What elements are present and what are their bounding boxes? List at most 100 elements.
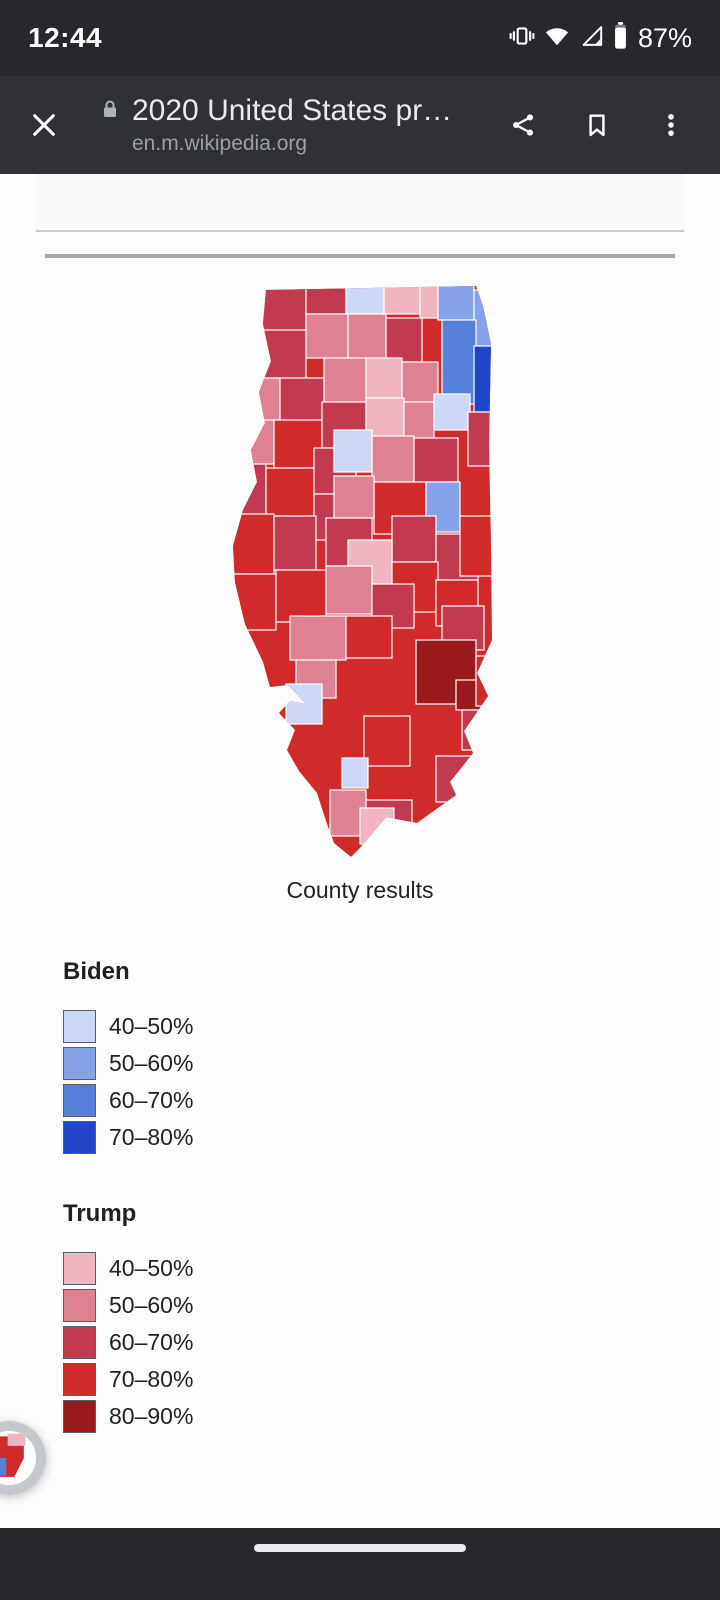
legend-swatch bbox=[63, 1326, 96, 1359]
map-caption: County results bbox=[286, 877, 434, 903]
section-divider bbox=[45, 254, 675, 258]
legend-row: 70–80% bbox=[63, 1121, 720, 1154]
legend-swatch bbox=[63, 1363, 96, 1396]
county-cell bbox=[333, 475, 375, 519]
legend-row: 80–90% bbox=[63, 1400, 720, 1433]
legend-row: 60–70% bbox=[63, 1326, 720, 1359]
county-cell bbox=[365, 357, 403, 399]
legend-swatch bbox=[63, 1121, 96, 1154]
legend-swatch bbox=[63, 1084, 96, 1117]
legend-label: 60–70% bbox=[109, 1087, 194, 1113]
county-cell bbox=[473, 289, 492, 349]
page-url: en.m.wikipedia.org bbox=[132, 132, 308, 155]
legend-label: 50–60% bbox=[109, 1292, 194, 1318]
legend-swatch bbox=[63, 1400, 96, 1433]
status-icons: 87% bbox=[509, 22, 692, 54]
infobox-bottom-edge bbox=[36, 174, 684, 232]
screenshot-thumbnail bbox=[0, 1431, 36, 1485]
battery-percent: 87% bbox=[637, 22, 692, 53]
close-button[interactable] bbox=[16, 93, 72, 157]
legend-swatch bbox=[63, 1252, 96, 1285]
county-cell bbox=[257, 329, 307, 379]
legend-label: 40–50% bbox=[109, 1255, 194, 1281]
page-title-block: 2020 United States pr… en.m.wikipedia.or… bbox=[98, 94, 482, 156]
page-content: County results Biden 40–50% 50–60% 60–70% 7… bbox=[0, 174, 720, 1528]
county-cell bbox=[385, 317, 423, 363]
county-cell bbox=[233, 513, 275, 575]
county-cell bbox=[359, 807, 395, 845]
legend-row: 40–50% bbox=[63, 1252, 720, 1285]
county-cell bbox=[441, 319, 477, 405]
county-cell bbox=[233, 463, 267, 517]
legend-row: 50–60% bbox=[63, 1047, 720, 1080]
county-cell bbox=[435, 755, 479, 803]
county-cell bbox=[391, 515, 437, 563]
county-cell bbox=[305, 313, 349, 359]
legend-trump-heading: Trump bbox=[63, 1200, 137, 1227]
county-cell bbox=[437, 286, 475, 321]
county-cell bbox=[473, 345, 492, 413]
system-nav-bar bbox=[0, 1528, 720, 1600]
county-cell bbox=[341, 757, 369, 789]
county-cell bbox=[285, 683, 323, 725]
cell-signal-icon bbox=[579, 23, 605, 54]
battery-icon bbox=[614, 22, 627, 54]
county-cell bbox=[233, 573, 277, 631]
county-cell bbox=[433, 393, 471, 431]
county-cell bbox=[475, 655, 492, 707]
wifi-icon bbox=[544, 23, 570, 54]
lock-icon bbox=[98, 97, 122, 126]
county-cell bbox=[273, 515, 317, 571]
legend-swatch bbox=[63, 1289, 96, 1322]
legend-label: 70–80% bbox=[109, 1366, 194, 1392]
browser-toolbar: 2020 United States pr… en.m.wikipedia.or… bbox=[0, 76, 720, 174]
county-cell bbox=[279, 377, 325, 423]
county-results-map[interactable] bbox=[230, 284, 512, 857]
county-cell bbox=[323, 357, 367, 403]
county-cell bbox=[371, 435, 415, 483]
legend-label: 40–50% bbox=[109, 1013, 194, 1039]
county-cell bbox=[333, 429, 373, 473]
page-title: 2020 United States pr… bbox=[132, 94, 453, 127]
legend-label: 70–80% bbox=[109, 1124, 194, 1150]
toolbar-actions bbox=[490, 93, 704, 157]
county-cell bbox=[467, 411, 492, 467]
legend-swatch bbox=[63, 1010, 96, 1043]
county-cell bbox=[289, 615, 347, 661]
legend-label: 50–60% bbox=[109, 1050, 194, 1076]
illinois-county-map-svg bbox=[233, 286, 492, 857]
legend-label: 80–90% bbox=[109, 1403, 194, 1429]
county-cell bbox=[345, 286, 385, 315]
county-cell bbox=[413, 437, 459, 483]
legend-trump-rows: 40–50% 50–60% 60–70% 70–80% 80–90% bbox=[63, 1252, 720, 1433]
bookmark-button[interactable] bbox=[564, 93, 630, 157]
county-cell bbox=[401, 361, 439, 403]
share-button[interactable] bbox=[490, 93, 556, 157]
county-cell bbox=[459, 515, 492, 577]
county-cell bbox=[237, 377, 281, 421]
gesture-pill[interactable] bbox=[254, 1544, 466, 1552]
vibrate-icon bbox=[509, 23, 535, 54]
county-cell bbox=[347, 313, 387, 359]
legend-swatch bbox=[63, 1047, 96, 1080]
legend-row: 50–60% bbox=[63, 1289, 720, 1322]
county-cell bbox=[325, 565, 373, 615]
legend-row: 40–50% bbox=[63, 1010, 720, 1043]
legend-row: 60–70% bbox=[63, 1084, 720, 1117]
status-bar: 12:44 87% bbox=[0, 0, 720, 76]
county-cell bbox=[461, 709, 492, 751]
legend-row: 70–80% bbox=[63, 1363, 720, 1396]
county-cell bbox=[259, 286, 307, 331]
county-cell bbox=[265, 467, 315, 517]
legend-biden-heading: Biden bbox=[63, 958, 130, 985]
status-time: 12:44 bbox=[28, 22, 103, 53]
county-cell bbox=[363, 715, 411, 767]
county-cell bbox=[275, 569, 327, 623]
overflow-menu-button[interactable] bbox=[638, 93, 704, 157]
legend-biden-rows: 40–50% 50–60% 60–70% 70–80% bbox=[63, 1010, 720, 1154]
county-cell bbox=[345, 615, 393, 659]
county-cell bbox=[381, 827, 423, 857]
county-cell bbox=[383, 286, 421, 315]
results-legend: Biden 40–50% 50–60% 60–70% 70–80% Trump 40–… bbox=[63, 958, 720, 1433]
